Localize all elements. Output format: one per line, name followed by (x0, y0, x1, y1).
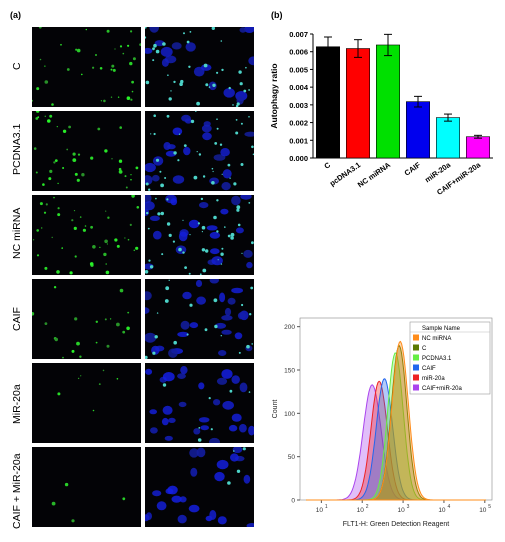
x-tick-label: 10 (397, 507, 405, 514)
x-tick-label: 10 (357, 507, 365, 514)
merged-channel-image (145, 111, 254, 191)
x-tick-label: 10 (479, 507, 487, 514)
histogram-series (306, 340, 486, 501)
bar (466, 136, 491, 159)
x-tick-label: 10 (438, 507, 446, 514)
merged-channel-image (145, 195, 254, 275)
bar (406, 101, 431, 159)
y-tick-label: 150 (284, 368, 295, 375)
legend-swatch (413, 354, 419, 361)
merged-channel-image (145, 447, 254, 527)
legend-swatch (413, 334, 419, 341)
x-tick-label: C (323, 160, 333, 171)
x-tick-exponent: 2 (366, 504, 369, 510)
merged-channel-image (145, 363, 254, 443)
row-label: MiR-20a (11, 384, 23, 424)
legend-swatch (413, 384, 419, 391)
y-tick-label: 0.004 (289, 83, 309, 92)
row-label: CAIF (11, 307, 23, 331)
legend-entry: C (422, 346, 427, 352)
autophagy-bar-chart: 0.000 0.001 0.002 0.003 0.004 0.005 0.006 0.007… (269, 30, 493, 197)
legend-swatch (413, 344, 419, 351)
y-tick-label: 0.006 (289, 48, 308, 57)
row-label: PCDNA3.1 (11, 123, 23, 175)
panel-b-label: (b) (271, 10, 283, 20)
legend-entry: PCDNA3.1 (422, 356, 452, 362)
row-label: CAIF + MiR-20a (11, 453, 23, 529)
green-channel-image (32, 27, 141, 107)
x-tick-exponent: 4 (447, 504, 450, 510)
y-tick-label: 200 (284, 324, 295, 331)
row-label: NC miRNA (11, 207, 23, 259)
y-axis-label: Autophagy ratio (269, 63, 279, 128)
green-channel-image (32, 111, 141, 191)
legend-swatch (413, 364, 419, 371)
x-tick-label: NC miRNA (356, 160, 393, 189)
legend-entry: miR-20a (422, 376, 445, 382)
row-label: C (11, 62, 23, 70)
green-channel-image (32, 363, 141, 443)
legend-box (409, 321, 491, 395)
y-tick-label: 0.005 (289, 65, 308, 74)
legend-title: Sample Name (422, 326, 461, 332)
legend-entry: NC miRNA (422, 336, 451, 342)
x-tick-exponent: 3 (407, 504, 410, 510)
x-tick-label: CAIF (403, 160, 423, 178)
legend-entry: CAIF (422, 366, 436, 372)
x-axis-label: FLT1-H: Green Detection Reagent (343, 521, 450, 528)
green-channel-image (32, 195, 141, 275)
y-tick-label: 0 (291, 498, 295, 505)
x-tick-exponent: 1 (325, 504, 328, 510)
bar (376, 44, 401, 159)
bar (346, 48, 371, 159)
bar (315, 46, 340, 159)
y-axis-label: Count (272, 400, 279, 419)
panel-a-label: (a) (10, 10, 21, 20)
green-channel-image (32, 447, 141, 527)
y-tick-label: 0.003 (289, 101, 308, 110)
y-tick-label: 100 (284, 411, 295, 418)
y-tick-label: 0.002 (289, 119, 308, 128)
bar (436, 117, 461, 159)
legend: Sample Name NC miRNA C PCDNA3.1 CAIF miR-20a C… (409, 321, 491, 395)
merged-channel-image (145, 27, 254, 107)
green-channel-image (32, 279, 141, 359)
legend-entry: CAIF+miR-20a (422, 386, 463, 392)
legend-swatch (413, 374, 419, 381)
x-tick-exponent: 5 (488, 504, 491, 510)
x-tick-label: 10 (316, 507, 324, 514)
merged-channel-image (145, 279, 254, 359)
y-tick-label: 50 (288, 454, 296, 461)
y-tick-label: 0.001 (289, 136, 308, 145)
y-tick-label: 0.007 (289, 30, 308, 39)
y-tick-label: 0.000 (289, 154, 308, 163)
